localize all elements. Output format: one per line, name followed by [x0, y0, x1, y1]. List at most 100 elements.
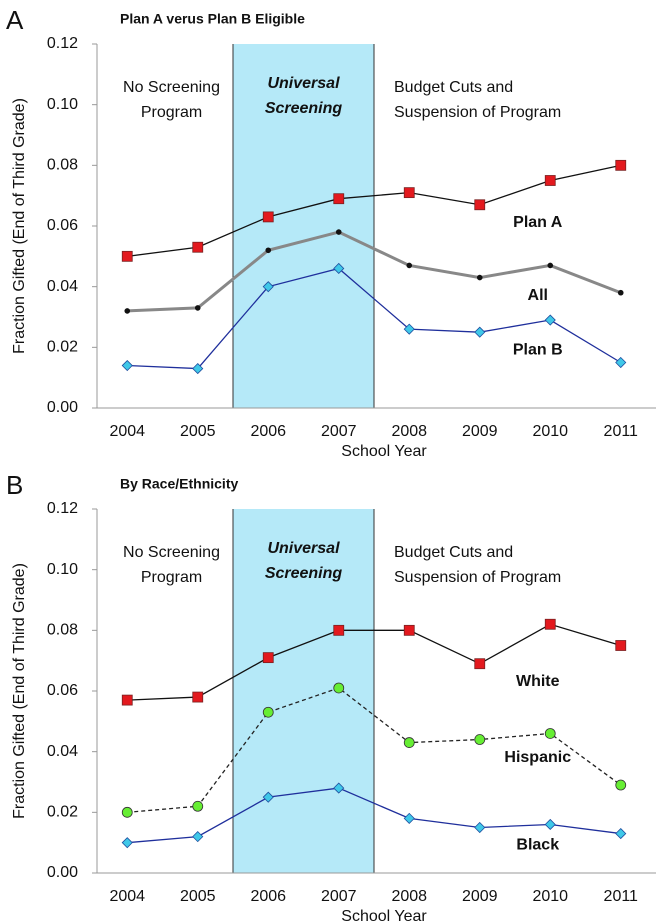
x-tick-label: 2005 [180, 423, 216, 440]
marker [474, 734, 486, 745]
marker [403, 737, 415, 748]
marker [476, 274, 483, 281]
x-axis-title: School Year [341, 443, 427, 460]
marker [262, 281, 274, 293]
chart-title: By Race/Ethnicity [120, 476, 238, 492]
marker [265, 247, 272, 254]
marker [474, 326, 486, 338]
y-tick-label: 0.02 [47, 339, 78, 356]
series-line [127, 164, 621, 257]
y-tick-label: 0.08 [47, 622, 78, 639]
marker [192, 241, 204, 253]
series-label: Plan A [513, 214, 563, 231]
y-tick-label: 0.06 [47, 217, 78, 234]
shaded-label: Screening [265, 100, 343, 117]
series-label: Plan B [513, 341, 563, 358]
y-axis-title: Fraction Gifted (End of Third Grade) [11, 98, 28, 354]
annotation: Program [141, 569, 202, 586]
panel-letter: B [6, 470, 23, 500]
panel-letter: A [6, 5, 24, 35]
annotation: Suspension of Program [394, 104, 561, 121]
marker [403, 812, 415, 824]
y-axis-title: Fraction Gifted (End of Third Grade) [11, 563, 28, 819]
marker [406, 262, 413, 269]
marker [333, 624, 345, 636]
shaded-label: Universal [267, 75, 340, 92]
y-tick-label: 0.02 [47, 804, 78, 821]
annotation: No Screening [123, 544, 220, 561]
marker [544, 175, 556, 186]
marker [124, 308, 131, 314]
marker [615, 640, 627, 651]
annotation: Budget Cuts and [394, 79, 513, 96]
x-tick-label: 2011 [604, 423, 639, 440]
y-tick-label: 0.10 [47, 96, 78, 113]
marker [121, 250, 133, 262]
series-line [127, 267, 622, 370]
marker [615, 159, 627, 171]
x-tick-label: 2007 [321, 423, 357, 440]
x-tick-label: 2005 [180, 888, 216, 905]
marker [121, 837, 133, 849]
marker [262, 791, 274, 803]
x-tick-label: 2009 [462, 888, 498, 905]
x-tick-label: 2008 [391, 423, 427, 440]
marker [403, 323, 415, 335]
series-label: Hispanic [504, 749, 571, 766]
y-tick-label: 0.12 [47, 500, 78, 517]
marker [474, 658, 486, 670]
series-label: White [516, 673, 560, 690]
marker [615, 356, 627, 369]
marker [192, 691, 204, 703]
x-tick-label: 2006 [250, 423, 286, 440]
marker [192, 363, 204, 375]
y-tick-label: 0.04 [47, 278, 78, 295]
marker [194, 305, 201, 311]
marker [262, 652, 274, 664]
marker [121, 806, 133, 818]
annotation: Program [141, 104, 202, 121]
marker [615, 779, 627, 791]
x-tick-label: 2010 [532, 423, 568, 440]
y-tick-label: 0.06 [47, 682, 78, 699]
marker [544, 818, 556, 831]
y-tick-label: 0.04 [47, 743, 78, 760]
marker [333, 262, 345, 275]
chart-title: Plan A verus Plan B Eligible [120, 11, 305, 27]
x-tick-label: 2006 [250, 888, 286, 905]
x-tick-label: 2004 [109, 888, 145, 905]
marker [544, 728, 556, 739]
shaded-label: Universal [267, 540, 340, 557]
x-tick-label: 2010 [532, 888, 568, 905]
series-line [127, 230, 622, 313]
annotation: Suspension of Program [394, 569, 561, 586]
marker [333, 682, 345, 694]
y-tick-label: 0.00 [47, 399, 78, 416]
marker [544, 314, 556, 326]
series-line [127, 787, 621, 844]
marker [474, 821, 486, 834]
marker [403, 624, 415, 636]
y-tick-label: 0.00 [47, 864, 78, 881]
y-tick-label: 0.08 [47, 157, 78, 174]
series-label: All [528, 287, 548, 304]
x-tick-label: 2008 [391, 888, 427, 905]
marker [474, 199, 486, 211]
marker [544, 618, 556, 630]
marker [335, 229, 342, 235]
shaded-label: Screening [265, 565, 343, 582]
x-tick-label: 2009 [462, 423, 498, 440]
marker [547, 262, 554, 269]
series-label: Black [516, 837, 559, 854]
shaded-region [233, 44, 374, 408]
marker [121, 694, 133, 706]
marker [121, 359, 133, 372]
x-axis-title: School Year [341, 908, 427, 923]
x-tick-label: 2011 [604, 888, 639, 905]
x-tick-label: 2007 [321, 888, 357, 905]
marker [333, 193, 345, 205]
marker [192, 831, 204, 843]
marker [617, 289, 624, 296]
annotation: Budget Cuts and [394, 544, 513, 561]
marker [403, 187, 415, 199]
